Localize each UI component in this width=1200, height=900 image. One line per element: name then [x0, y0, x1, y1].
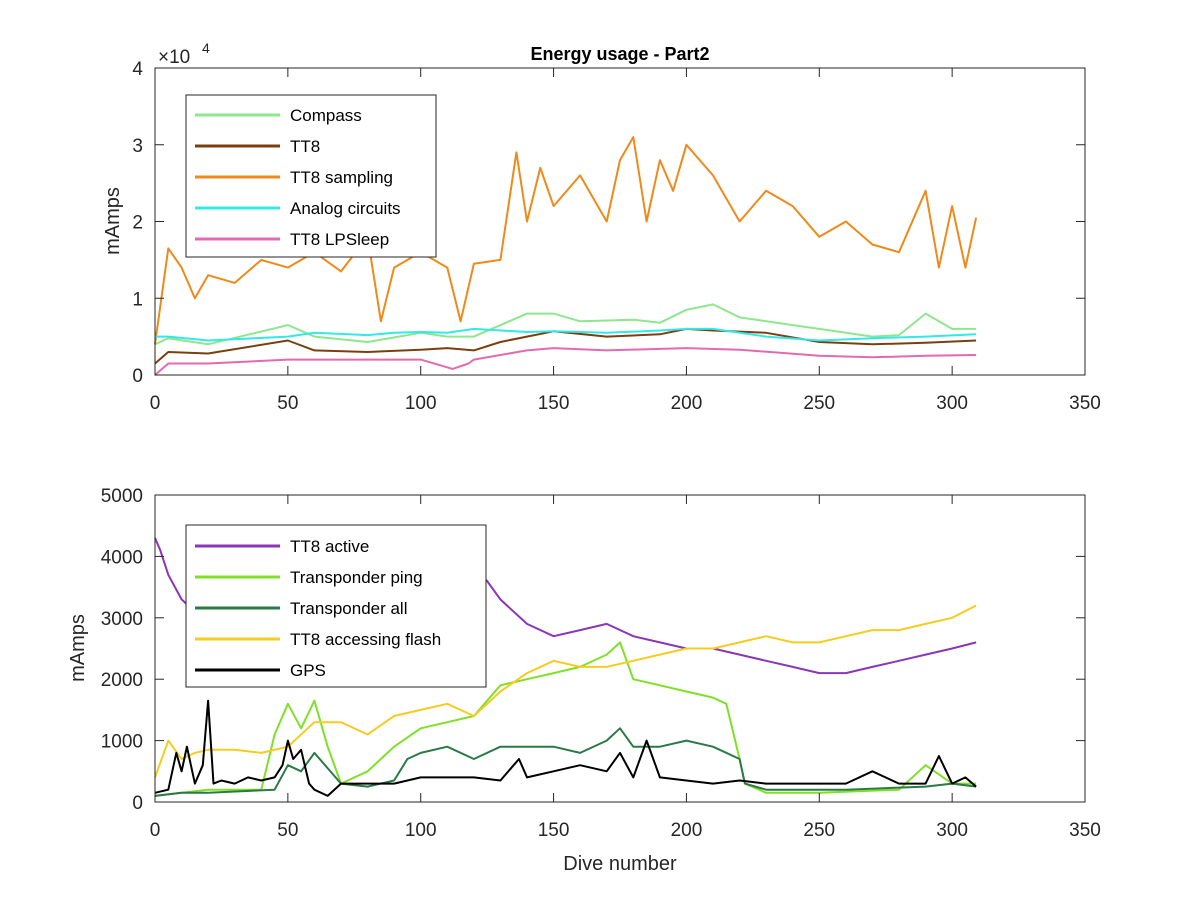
top-y-tick-label: 4: [132, 59, 143, 80]
top-exponent-label: ×10 4: [158, 40, 210, 68]
top-series-tt8-lpsleep: [154, 347, 977, 376]
top-chart: Energy usage - Part2 ×10 4 0 50 100 150 200 2…: [102, 40, 1101, 414]
top-series-compass: [154, 303, 977, 346]
bottom-legend: TT8 active Transponder ping Transponder al…: [185, 524, 487, 688]
bottom-legend-label-transponder-all: Transponder all: [290, 599, 408, 618]
top-exponent-base: ×10: [158, 47, 190, 68]
bottom-chart: 0 50 100 150 200 250 300 350 0 1000 2000 3000 4000 50…: [67, 486, 1101, 875]
top-legend-label-compass: Compass: [290, 106, 362, 125]
bottom-legend-label-transponder-ping: Transponder ping: [290, 568, 423, 587]
top-y-tick-label: 2: [132, 213, 143, 234]
bottom-series-transponder-all: [154, 727, 977, 797]
top-y-tick-label: 3: [132, 136, 143, 157]
top-ticks: 0 50 100 150 200 250 300 350 0 1 2 3 4: [132, 59, 1100, 414]
top-legend-label-tt8-lpsleep: TT8 LPSleep: [290, 230, 389, 249]
bottom-x-axis-title: Dive number: [563, 853, 677, 875]
top-chart-title: Energy usage - Part2: [530, 44, 709, 64]
bottom-y-tick-label: 1000: [101, 732, 143, 753]
top-series-lines: [154, 136, 978, 376]
bottom-legend-label-tt8-accessing-flash: TT8 accessing flash: [290, 630, 441, 649]
top-x-tick-label: 350: [1069, 393, 1101, 414]
bottom-x-tick-label: 350: [1069, 820, 1101, 841]
top-x-tick-label: 100: [405, 393, 437, 414]
bottom-series-transponder-ping: [154, 641, 977, 797]
bottom-x-tick-label: 250: [803, 820, 835, 841]
bottom-y-tick-label: 4000: [101, 547, 143, 568]
bottom-y-axis-title: mAmps: [67, 614, 89, 682]
top-x-tick-label: 300: [936, 393, 968, 414]
bottom-ticks: 0 50 100 150 200 250 300 350 0 1000 2000 3000 4000 50…: [101, 486, 1101, 841]
bottom-x-tick-label: 50: [277, 820, 298, 841]
top-y-tick-label: 1: [132, 289, 143, 310]
top-legend-label-analog-circuits: Analog circuits: [290, 199, 401, 218]
bottom-y-tick-label: 0: [132, 793, 143, 814]
top-legend-label-tt8-sampling: TT8 sampling: [290, 168, 393, 187]
top-exponent-power: 4: [202, 40, 210, 56]
bottom-x-tick-label: 100: [405, 820, 437, 841]
bottom-y-tick-label: 2000: [101, 670, 143, 691]
bottom-legend-box: [185, 524, 487, 688]
top-legend-label-tt8: TT8: [290, 137, 320, 156]
bottom-legend-label-tt8-active: TT8 active: [290, 537, 369, 556]
bottom-y-tick-label: 5000: [101, 486, 143, 507]
top-legend: Compass TT8 TT8 sampling Analog circuits TT8…: [185, 94, 437, 258]
top-x-tick-label: 150: [538, 393, 570, 414]
top-series-analog-circuits: [155, 327, 977, 342]
top-x-tick-label: 0: [150, 393, 161, 414]
top-x-tick-label: 250: [803, 393, 835, 414]
bottom-x-tick-label: 150: [538, 820, 570, 841]
bottom-x-tick-label: 200: [671, 820, 703, 841]
top-x-tick-label: 50: [277, 393, 298, 414]
bottom-plot-frame: [154, 494, 1086, 803]
bottom-y-tick-label: 3000: [101, 609, 143, 630]
bottom-series-gps: [154, 699, 977, 797]
bottom-legend-label-gps: GPS: [290, 661, 326, 680]
bottom-x-tick-label: 0: [150, 820, 161, 841]
bottom-x-tick-label: 300: [936, 820, 968, 841]
top-series-tt8-sampling: [154, 136, 978, 345]
top-y-axis-title: mAmps: [102, 187, 124, 255]
top-x-tick-label: 200: [671, 393, 703, 414]
top-y-tick-label: 0: [132, 366, 143, 387]
bottom-series-tt8-accessing-flash: [154, 604, 977, 778]
